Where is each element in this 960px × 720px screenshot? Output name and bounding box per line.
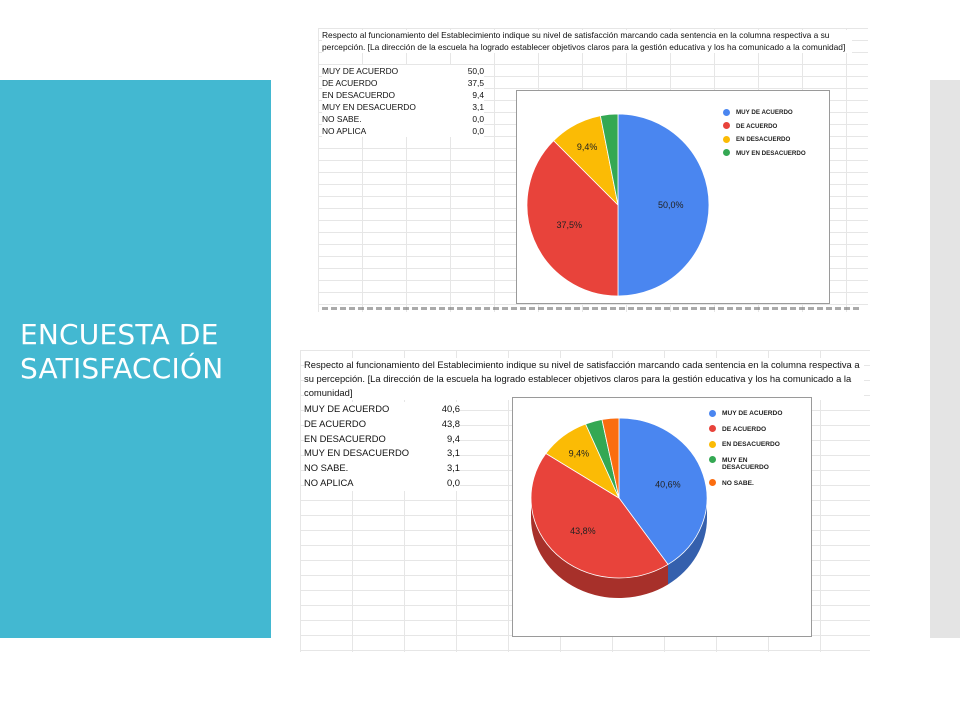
legend-item: MUY DE ACUERDO (723, 108, 806, 117)
chart-legend: MUY DE ACUERDO DE ACUERDO EN DESACUERDO … (709, 409, 792, 495)
row-label: NO APLICA (304, 476, 354, 488)
row-value: 3,1 (446, 447, 460, 459)
legend-swatch-icon (709, 479, 716, 486)
legend-item: MUY EN DESACUERDO (709, 456, 792, 472)
pie-slice (526, 140, 619, 297)
table-row: MUY DE ACUERDO 40,6 (304, 402, 460, 417)
row-value: 9,4 (472, 90, 484, 100)
row-value: 0,0 (446, 476, 460, 488)
legend-swatch-icon (709, 425, 716, 432)
row-value: 0,0 (472, 114, 484, 124)
row-label: EN DESACUERDO (322, 90, 396, 100)
row-label: NO SABE. (304, 462, 349, 474)
pie-slice (601, 417, 620, 499)
table-row: DE ACUERDO 37,5 (322, 77, 484, 89)
table-row: NO APLICA 0,0 (304, 475, 460, 491)
table-row: NO SABE. 0,0 (322, 113, 484, 125)
pie-slice (618, 417, 708, 565)
row-label: MUY DE ACUERDO (304, 403, 390, 414)
row-label: NO SABE. (322, 114, 362, 124)
row-label: NO APLICA (322, 126, 367, 136)
table-row: MUY EN DESACUERDO 3,1 (322, 101, 484, 113)
question-text: Respecto al funcionamiento del Estableci… (304, 358, 864, 400)
row-value: 3,1 (446, 462, 460, 474)
spreadsheet-screenshot-2: Respecto al funcionamiento del Estableci… (300, 350, 870, 652)
pie-data-label: 9,4% (569, 448, 590, 458)
legend-item: NO SABE. (709, 479, 792, 488)
pie-chart-2: 40,6% 43,8% 9,4% MUY DE ACUERDO DE ACUERDO… (512, 397, 812, 637)
table-row: DE ACUERDO 43,8 (304, 416, 460, 432)
row-value: 40,6 (441, 403, 460, 414)
legend-item: DE ACUERDO (723, 122, 806, 131)
pie-slice-side (531, 498, 669, 598)
pie-chart-2-svg: 40,6% 43,8% 9,4% (530, 417, 708, 598)
row-value: 3,1 (472, 102, 484, 112)
row-label: MUY EN DESACUERDO (304, 447, 410, 459)
table-row: EN DESACUERDO 9,4 (304, 431, 460, 447)
pie-chart-1: 50,0% 37,5% 9,4% MUY DE ACUERDO DE ACUERDO… (516, 90, 830, 304)
chart-legend: MUY DE ACUERDO DE ACUERDO EN DESACUERDO … (723, 108, 806, 163)
right-decor-strip (930, 80, 960, 638)
legend-swatch-icon (709, 456, 716, 463)
table-row: MUY DE ACUERDO 50,0 (322, 65, 484, 77)
table-row: EN DESACUERDO 9,4 (322, 89, 484, 101)
pie-chart-1-svg: 50,0% 37,5% 9,4% (526, 113, 710, 297)
pie-data-label: 43,8% (570, 526, 596, 536)
legend-item: MUY DE ACUERDO (709, 409, 792, 418)
spreadsheet-screenshot-1: Respecto al funcionamiento del Estableci… (318, 28, 868, 312)
legend-label: MUY EN DESACUERDO (736, 149, 806, 157)
row-label: DE ACUERDO (322, 78, 378, 88)
row-value: 37,5 (467, 78, 484, 88)
pie-slice (617, 113, 710, 297)
legend-swatch-icon (723, 135, 730, 143)
legend-label: MUY DE ACUERDO (722, 410, 783, 417)
legend-item: MUY EN DESACUERDO (723, 149, 806, 158)
title-panel (0, 80, 271, 638)
row-label: MUY EN DESACUERDO (322, 102, 416, 112)
slide-title: ENCUESTA DE SATISFACCIÓN (20, 318, 224, 385)
row-label: MUY DE ACUERDO (322, 66, 399, 76)
legend-swatch-icon (723, 108, 730, 116)
legend-item: EN DESACUERDO (723, 135, 806, 144)
pie-slice (530, 452, 669, 579)
row-value: 43,8 (441, 417, 460, 429)
legend-item: EN DESACUERDO (709, 440, 792, 449)
row-value: 50,0 (467, 66, 484, 76)
pie-slice-side (668, 498, 707, 585)
legend-swatch-icon (709, 440, 716, 448)
results-table: MUY DE ACUERDO 40,6 DE ACUERDO 43,8 EN DES… (304, 402, 460, 491)
table-row: NO SABE. 3,1 (304, 461, 460, 476)
pie-data-label: 9,4% (577, 142, 598, 152)
legend-swatch-icon (723, 122, 730, 129)
legend-swatch-icon (709, 409, 716, 417)
row-value: 9,4 (446, 432, 460, 444)
question-text: Respecto al funcionamiento del Estableci… (322, 30, 852, 53)
legend-label: MUY EN DESACUERDO (722, 456, 769, 472)
pie-data-label: 37,5% (556, 220, 582, 230)
legend-label: DE ACUERDO (736, 122, 778, 130)
cropped-text-line (322, 307, 862, 310)
table-row: NO APLICA 0,0 (322, 125, 484, 137)
legend-swatch-icon (723, 149, 730, 156)
results-table: MUY DE ACUERDO 50,0 DE ACUERDO 37,5 EN DES… (322, 65, 484, 137)
pie-data-label: 40,6% (655, 479, 681, 489)
table-row: MUY EN DESACUERDO 3,1 (304, 446, 460, 462)
legend-label: NO SABE. (722, 479, 754, 487)
pie-data-label: 50,0% (658, 200, 684, 210)
row-value: 0,0 (472, 126, 484, 136)
legend-label: DE ACUERDO (722, 425, 767, 433)
row-label: DE ACUERDO (304, 417, 366, 429)
pie-slice (599, 113, 619, 206)
row-label: EN DESACUERDO (304, 432, 386, 444)
legend-label: EN DESACUERDO (736, 136, 791, 143)
legend-item: DE ACUERDO (709, 425, 792, 434)
legend-label: EN DESACUERDO (722, 441, 780, 448)
legend-label: MUY DE ACUERDO (736, 109, 793, 116)
